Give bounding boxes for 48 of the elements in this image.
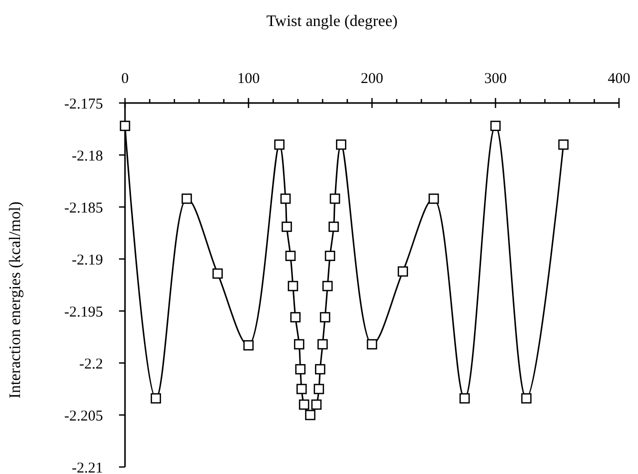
point bbox=[288, 280, 298, 292]
point bbox=[298, 399, 310, 410]
y-tick-label: -2.185 bbox=[64, 200, 103, 216]
x-tick-label: 400 bbox=[608, 71, 630, 87]
point bbox=[328, 222, 339, 232]
x-tick-label: 200 bbox=[360, 71, 384, 87]
point bbox=[521, 393, 532, 404]
point bbox=[558, 139, 569, 150]
point bbox=[243, 340, 254, 350]
point bbox=[459, 393, 470, 404]
point bbox=[320, 312, 330, 322]
x-tick-label: 100 bbox=[237, 71, 260, 87]
point bbox=[336, 139, 346, 150]
y-tick-label: -2.195 bbox=[64, 304, 103, 320]
point bbox=[182, 194, 192, 204]
point bbox=[490, 120, 501, 132]
point bbox=[314, 384, 324, 394]
point bbox=[314, 364, 326, 374]
point bbox=[296, 384, 307, 394]
point bbox=[398, 266, 408, 277]
point bbox=[282, 222, 292, 232]
point bbox=[366, 339, 378, 350]
x-tick-label: 300 bbox=[484, 71, 507, 87]
point bbox=[330, 194, 340, 204]
point bbox=[290, 312, 301, 322]
point bbox=[311, 399, 322, 410]
point bbox=[212, 268, 223, 279]
point bbox=[150, 393, 162, 404]
y-tick-label: -2.19 bbox=[72, 252, 103, 268]
point bbox=[428, 194, 439, 204]
point bbox=[317, 339, 328, 350]
y-tick-label: -2.175 bbox=[64, 96, 103, 112]
x-tick-label: 0 bbox=[121, 71, 129, 87]
point bbox=[322, 280, 333, 292]
point bbox=[295, 364, 306, 374]
y-tick-label: -2.205 bbox=[64, 408, 103, 424]
point bbox=[294, 339, 304, 350]
y-tick-label: -2.18 bbox=[72, 148, 103, 164]
point bbox=[120, 120, 130, 132]
y-axis-title: Interaction energies (kcal/mol) bbox=[7, 202, 24, 398]
point bbox=[324, 250, 336, 262]
point bbox=[305, 410, 316, 420]
x-axis-title: Twist angle (degree) bbox=[266, 13, 398, 30]
y-tick-label: -2.2 bbox=[79, 356, 103, 372]
y-tick-label: -2.21 bbox=[72, 460, 103, 474]
point bbox=[280, 194, 291, 204]
point bbox=[285, 250, 296, 262]
point bbox=[274, 139, 285, 150]
